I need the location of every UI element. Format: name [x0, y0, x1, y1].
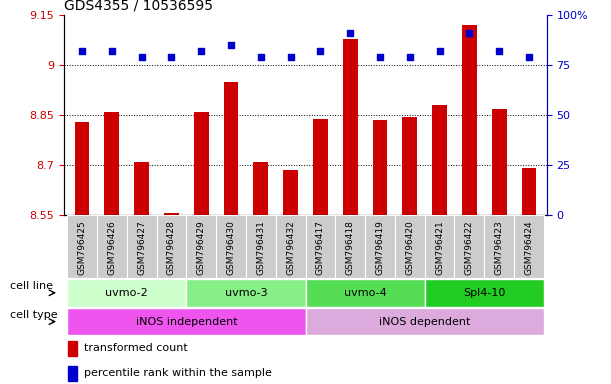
Bar [485, 215, 514, 278]
Bar [306, 279, 425, 306]
Text: iNOS dependent: iNOS dependent [379, 316, 470, 327]
Bar [514, 215, 544, 278]
Bar [365, 215, 395, 278]
Text: GSM796422: GSM796422 [465, 220, 474, 275]
Point [256, 54, 266, 60]
Bar [67, 308, 306, 336]
Bar [455, 215, 485, 278]
Bar [283, 170, 298, 215]
Text: GSM796425: GSM796425 [78, 220, 87, 275]
Point [375, 54, 385, 60]
Text: GSM796417: GSM796417 [316, 220, 325, 275]
Bar [254, 162, 268, 215]
Bar [68, 366, 77, 381]
Bar [462, 25, 477, 215]
Bar [68, 341, 77, 356]
Text: GSM796419: GSM796419 [376, 220, 384, 275]
Text: uvmo-3: uvmo-3 [225, 288, 267, 298]
Bar [402, 117, 417, 215]
Text: uvmo-4: uvmo-4 [344, 288, 387, 298]
Bar [126, 215, 156, 278]
Text: GSM796421: GSM796421 [435, 220, 444, 275]
Bar [67, 279, 186, 306]
Text: GSM796428: GSM796428 [167, 220, 176, 275]
Text: transformed count: transformed count [84, 343, 188, 354]
Text: GSM796426: GSM796426 [108, 220, 116, 275]
Point [77, 48, 87, 55]
Text: percentile rank within the sample: percentile rank within the sample [84, 368, 272, 379]
Text: GDS4355 / 10536595: GDS4355 / 10536595 [64, 0, 213, 13]
Bar [522, 169, 536, 215]
Text: GSM796429: GSM796429 [197, 220, 206, 275]
Bar [395, 215, 425, 278]
Point [524, 54, 534, 60]
Bar [335, 215, 365, 278]
Point [464, 30, 474, 36]
Bar [97, 215, 126, 278]
Bar [432, 105, 447, 215]
Text: GSM796432: GSM796432 [286, 220, 295, 275]
Text: GSM796427: GSM796427 [137, 220, 146, 275]
Point [286, 54, 296, 60]
Bar [67, 215, 97, 278]
Text: GSM796424: GSM796424 [524, 220, 533, 275]
Bar [186, 215, 216, 278]
Bar [276, 215, 306, 278]
Bar [425, 279, 544, 306]
Text: iNOS independent: iNOS independent [136, 316, 237, 327]
Bar [306, 215, 335, 278]
Bar [343, 39, 357, 215]
Text: GSM796420: GSM796420 [405, 220, 414, 275]
Bar [492, 109, 507, 215]
Point [196, 48, 206, 55]
Text: uvmo-2: uvmo-2 [105, 288, 148, 298]
Bar [216, 215, 246, 278]
Point [107, 48, 117, 55]
Bar [186, 279, 306, 306]
Point [345, 30, 355, 36]
Text: GSM796431: GSM796431 [256, 220, 265, 275]
Bar [194, 112, 209, 215]
Text: GSM796430: GSM796430 [227, 220, 235, 275]
Point [315, 48, 325, 55]
Bar [75, 122, 89, 215]
Bar [164, 214, 179, 215]
Point [494, 48, 504, 55]
Text: GSM796418: GSM796418 [346, 220, 355, 275]
Point [405, 54, 415, 60]
Text: Spl4-10: Spl4-10 [463, 288, 505, 298]
Bar [134, 162, 149, 215]
Bar [224, 82, 238, 215]
Text: GSM796423: GSM796423 [495, 220, 503, 275]
Point [434, 48, 444, 55]
Text: cell line: cell line [10, 281, 53, 291]
Bar [156, 215, 186, 278]
Point [226, 42, 236, 48]
Bar [104, 112, 119, 215]
Bar [425, 215, 455, 278]
Bar [313, 119, 328, 215]
Point [137, 54, 147, 60]
Bar [306, 308, 544, 336]
Bar [246, 215, 276, 278]
Text: cell type: cell type [10, 310, 57, 320]
Point [167, 54, 177, 60]
Bar [373, 120, 387, 215]
